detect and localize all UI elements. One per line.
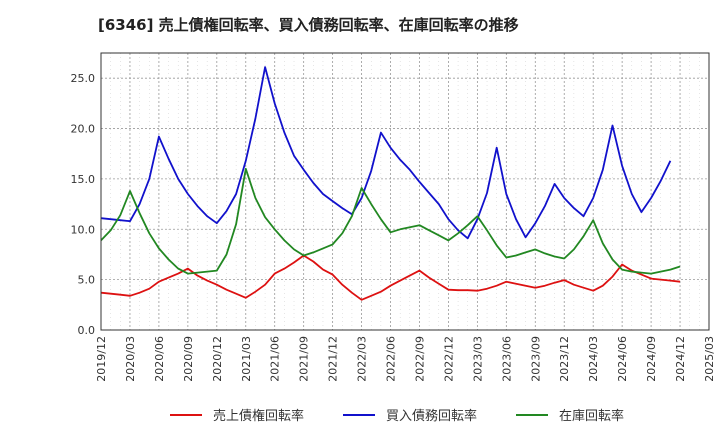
x-tick-label: 2019/12 xyxy=(95,336,108,382)
x-tick-label: 2021/03 xyxy=(240,336,253,382)
x-tick-label: 2023/09 xyxy=(529,336,542,382)
x-tick-label: 2020/12 xyxy=(211,336,224,382)
x-tick-label: 2025/03 xyxy=(703,336,716,382)
x-tick-label: 2020/06 xyxy=(153,336,166,382)
x-tick-label: 2022/12 xyxy=(442,336,455,382)
plot-background xyxy=(101,53,709,330)
x-tick-label: 2024/12 xyxy=(674,336,687,382)
x-tick-label: 2023/03 xyxy=(471,336,484,382)
x-tick-label: 2020/09 xyxy=(182,336,195,382)
y-tick-label: 15.0 xyxy=(71,173,96,186)
x-tick-label: 2023/12 xyxy=(558,336,571,382)
axis-layer: 0.0 5.0 10.0 15.0 20.0 25.0 2019/12 2020/03 2020… xyxy=(71,72,717,382)
y-tick-label: 5.0 xyxy=(78,274,96,287)
x-tick-label: 2020/03 xyxy=(124,336,137,382)
x-tick-label: 2021/06 xyxy=(269,336,282,382)
x-tick-label: 2024/03 xyxy=(587,336,600,382)
series-layer xyxy=(100,66,681,301)
y-tick-label: 25.0 xyxy=(71,72,96,85)
x-tick-label: 2024/09 xyxy=(645,336,658,382)
series-line-0 xyxy=(100,254,681,301)
legend: 売上債権回転率 買入債務回転率 在庫回転率 xyxy=(170,408,624,424)
x-tick-label: 2021/12 xyxy=(327,336,340,382)
x-tick-label: 2022/03 xyxy=(356,336,369,382)
legend-label-2: 在庫回転率 xyxy=(559,408,624,424)
chart-title: [6346] 売上債権回転率、買入債務回転率、在庫回転率の推移 xyxy=(98,16,519,34)
x-tick-label: 2024/06 xyxy=(616,336,629,382)
x-tick-label: 2021/09 xyxy=(298,336,311,382)
x-tick-label: 2022/06 xyxy=(385,336,398,382)
legend-label-1: 買入債務回転率 xyxy=(386,408,477,424)
y-tick-label: 10.0 xyxy=(71,223,96,236)
x-tick-label: 2023/06 xyxy=(500,336,513,382)
y-tick-label: 20.0 xyxy=(71,123,96,136)
x-tick-label: 2022/09 xyxy=(413,336,426,382)
legend-label-0: 売上債権回転率 xyxy=(213,408,304,424)
y-tick-label: 0.0 xyxy=(78,324,96,337)
series-line-1 xyxy=(100,66,672,240)
series-line-2 xyxy=(100,167,681,275)
plot-frame xyxy=(100,52,710,331)
